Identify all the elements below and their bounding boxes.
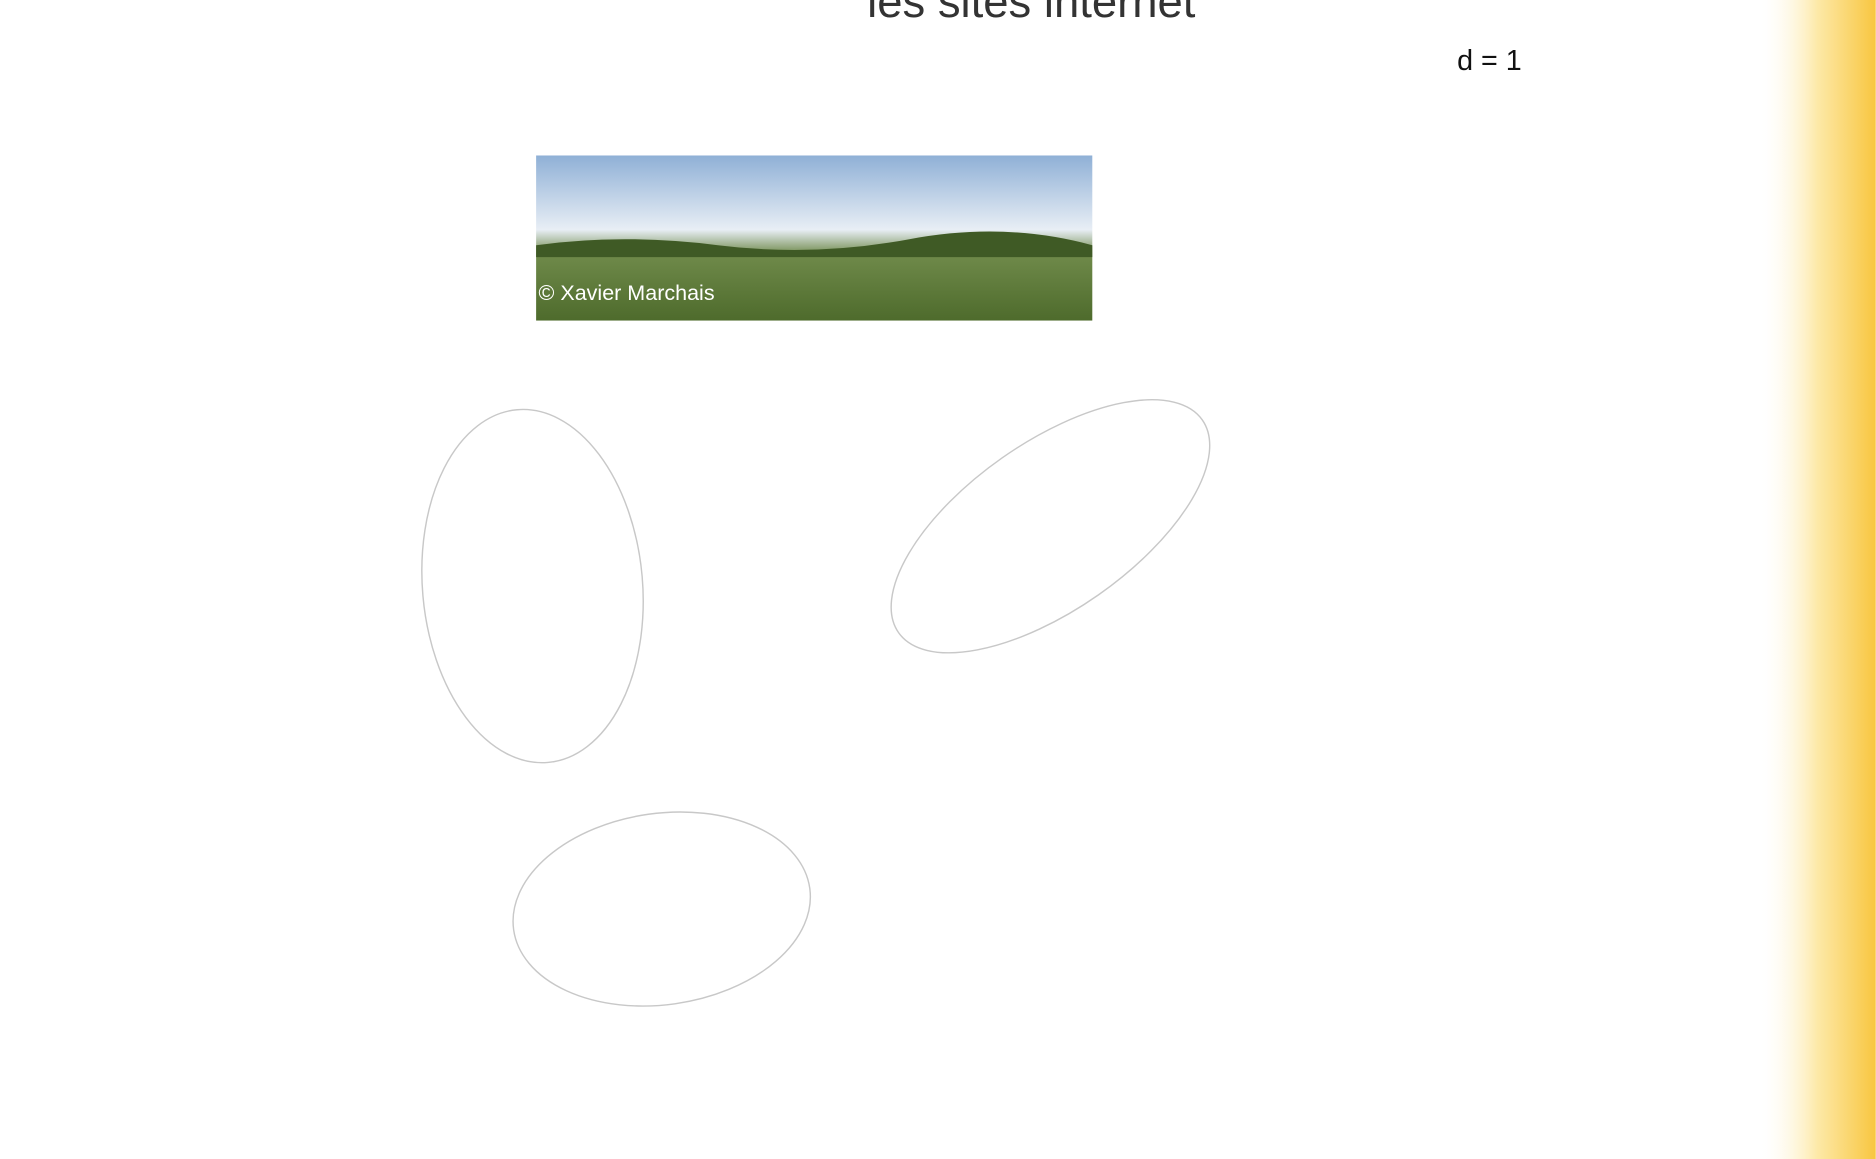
chart-title: les sites internet: [867, 0, 1196, 27]
photo-credit: © Xavier Marchais: [539, 281, 715, 305]
scale-label: d = 1: [1457, 45, 1522, 77]
slide-edge: [1758, 0, 1876, 1159]
group-ellipse: [512, 811, 812, 1007]
group-ellipse: [890, 399, 1211, 654]
group-ellipse: [421, 408, 644, 764]
photo-treeline: [536, 231, 1093, 258]
